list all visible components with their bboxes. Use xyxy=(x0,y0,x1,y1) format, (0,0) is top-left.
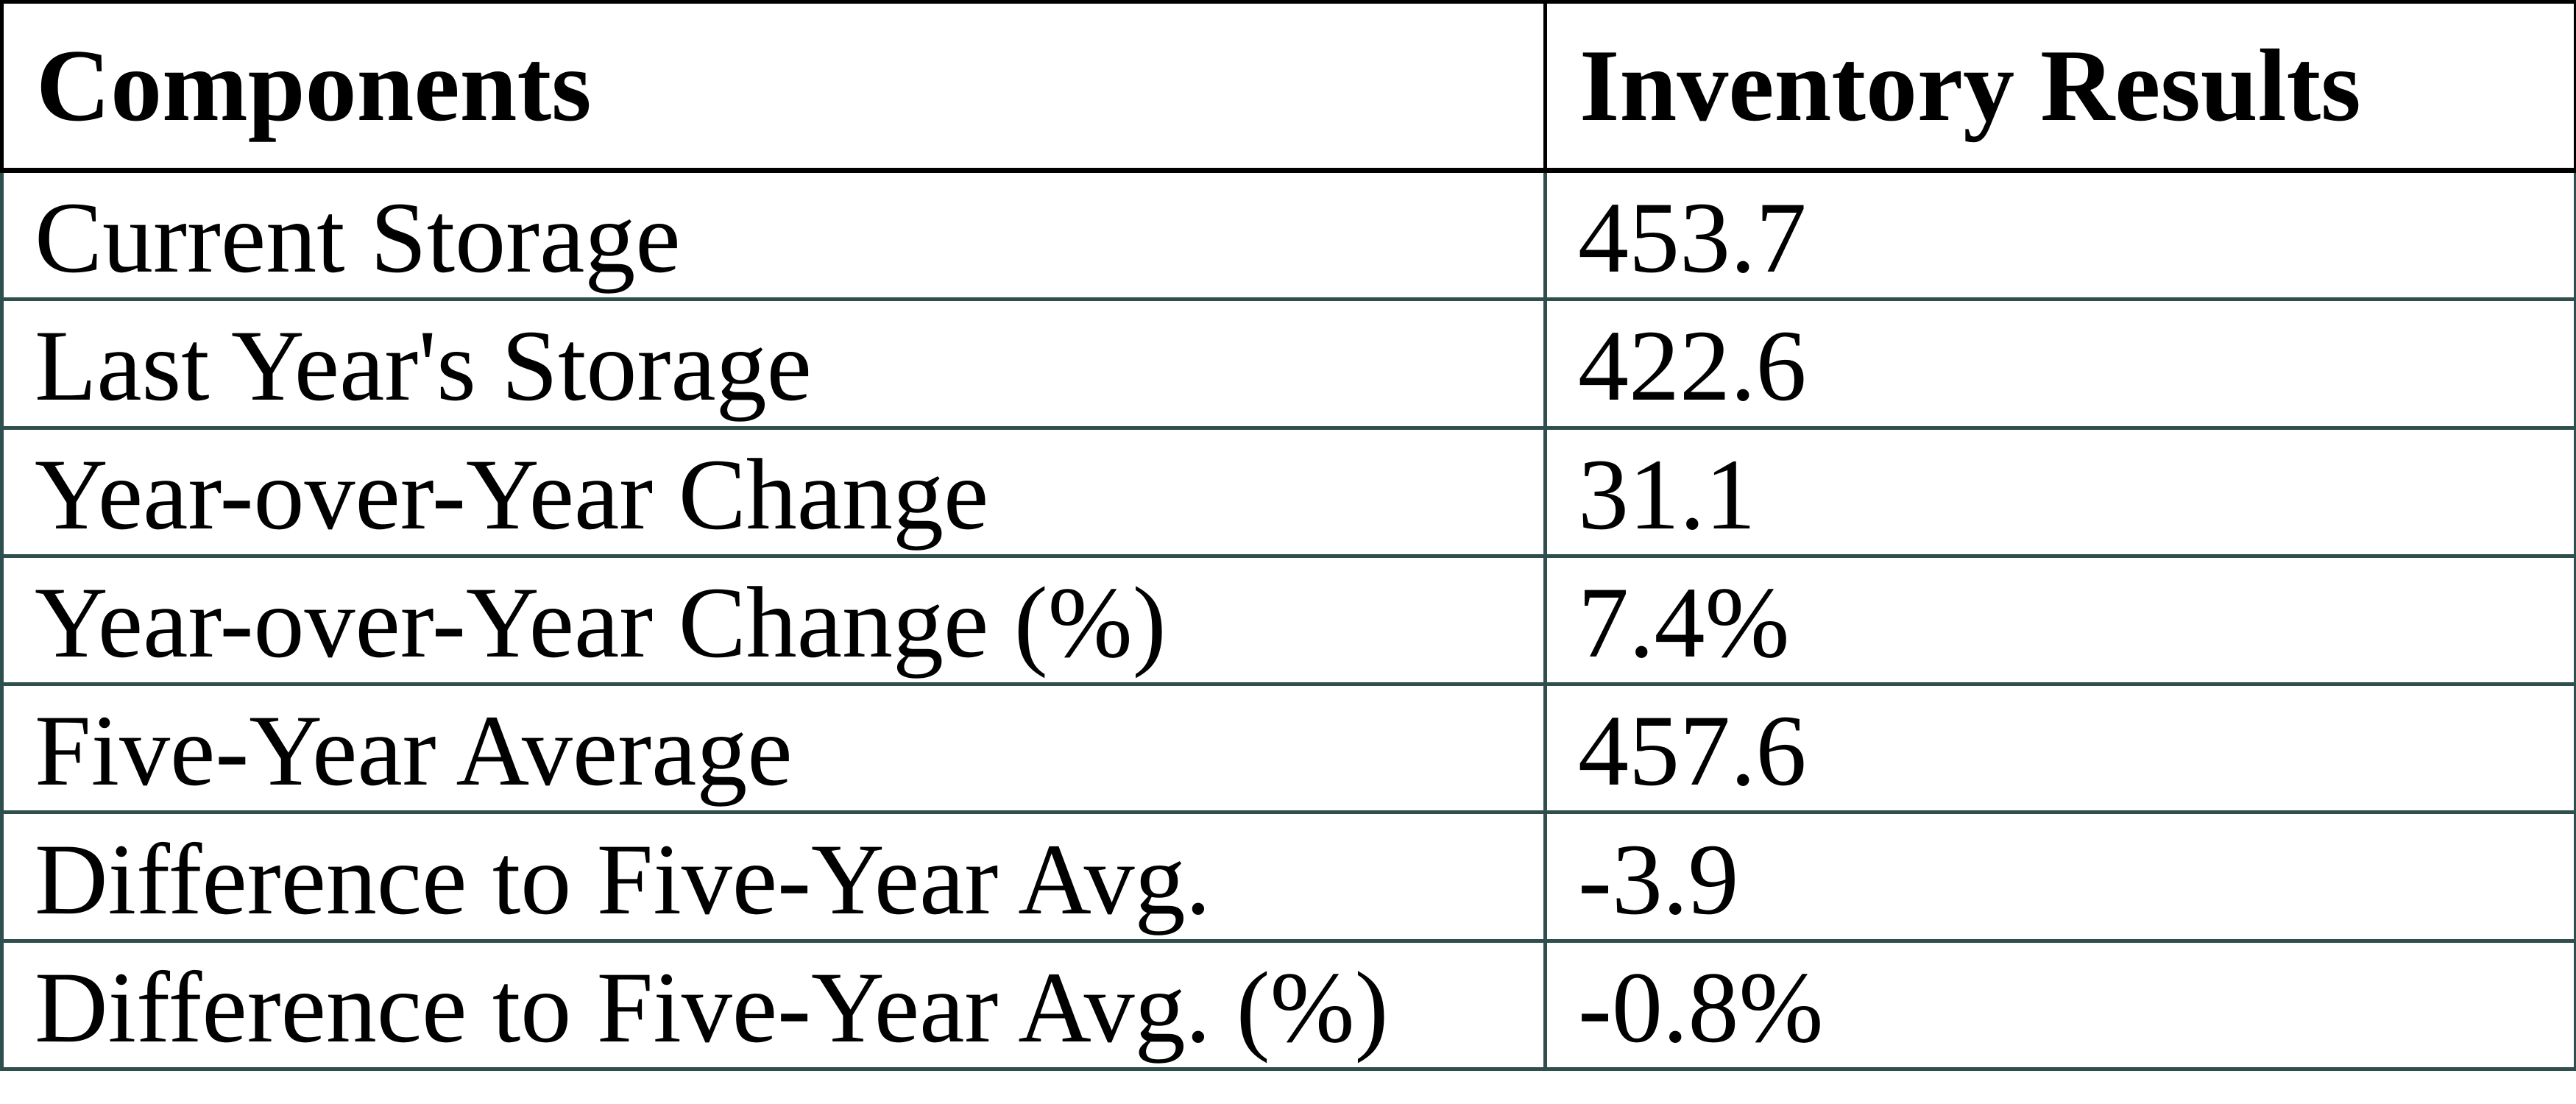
value-cell: 31.1 xyxy=(1543,425,2576,558)
component-cell: Five-Year Average xyxy=(0,682,1547,815)
component-cell: Current Storage xyxy=(0,168,1547,302)
value-cell: -3.9 xyxy=(1543,810,2576,943)
table-row-five-year-average: Five-Year Average 457.6 xyxy=(0,682,2576,815)
table-row-yoy-change: Year-over-Year Change 31.1 xyxy=(0,425,2576,558)
component-cell: Year-over-Year Change xyxy=(0,425,1547,558)
value-cell: -0.8% xyxy=(1543,938,2576,1072)
table-row-last-years-storage: Last Year's Storage 422.6 xyxy=(0,297,2576,430)
table-row-diff-five-year-avg: Difference to Five-Year Avg. -3.9 xyxy=(0,810,2576,943)
component-cell: Year-over-Year Change (%) xyxy=(0,553,1547,687)
table-row-yoy-change-pct: Year-over-Year Change (%) 7.4% xyxy=(0,553,2576,687)
table-row-current-storage: Current Storage 453.7 xyxy=(0,168,2576,302)
value-cell: 457.6 xyxy=(1543,682,2576,815)
components-column-header: Components xyxy=(0,0,1547,173)
header-row: Components Inventory Results xyxy=(0,0,2576,173)
component-cell: Difference to Five-Year Avg. xyxy=(0,810,1547,943)
component-cell: Last Year's Storage xyxy=(0,297,1547,430)
value-cell: 7.4% xyxy=(1543,553,2576,687)
table-row-diff-five-year-avg-pct: Difference to Five-Year Avg. (%) -0.8% xyxy=(0,938,2576,1072)
component-cell: Difference to Five-Year Avg. (%) xyxy=(0,938,1547,1072)
inventory-results-column-header: Inventory Results xyxy=(1543,0,2576,173)
value-cell: 422.6 xyxy=(1543,297,2576,430)
value-cell: 453.7 xyxy=(1543,168,2576,302)
inventory-results-table: Components Inventory Results Current Sto… xyxy=(0,0,2576,1072)
